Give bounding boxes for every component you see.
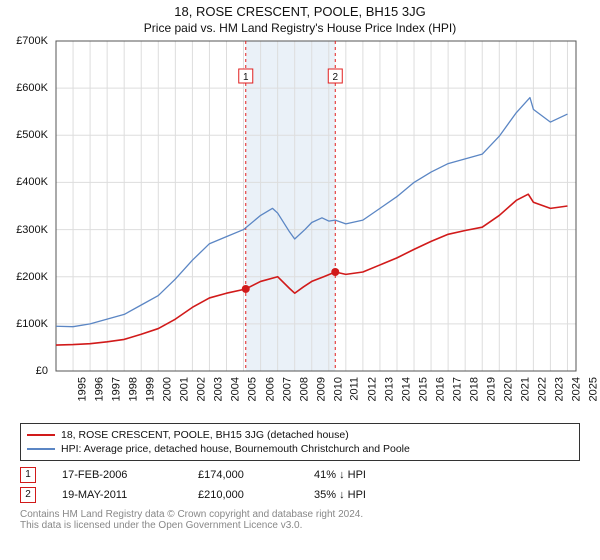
sale-price: £210,000 xyxy=(198,489,288,501)
x-tick-label: 2010 xyxy=(332,377,344,401)
legend-swatch xyxy=(27,448,55,450)
x-tick-label: 2000 xyxy=(162,377,174,401)
x-tick-label: 2008 xyxy=(298,377,310,401)
x-tick-label: 2022 xyxy=(537,377,549,401)
legend-label: 18, ROSE CRESCENT, POOLE, BH15 3JG (deta… xyxy=(61,429,349,441)
x-tick-label: 2021 xyxy=(520,377,532,401)
x-tick-label: 1997 xyxy=(111,377,123,401)
x-tick-label: 2024 xyxy=(571,377,583,401)
y-tick-label: £500K xyxy=(6,129,48,141)
x-tick-label: 2009 xyxy=(315,377,327,401)
y-tick-label: £200K xyxy=(6,271,48,283)
y-tick-label: £0 xyxy=(6,365,48,377)
x-tick-label: 2016 xyxy=(435,377,447,401)
x-tick-label: 2007 xyxy=(281,377,293,401)
x-tick-label: 1996 xyxy=(94,377,106,401)
x-tick-label: 2025 xyxy=(588,377,600,401)
svg-text:1: 1 xyxy=(243,72,249,83)
x-tick-label: 2023 xyxy=(554,377,566,401)
sale-date: 17-FEB-2006 xyxy=(62,469,172,481)
x-tick-label: 2006 xyxy=(264,377,276,401)
x-tick-label: 2001 xyxy=(179,377,191,401)
x-tick-label: 2019 xyxy=(486,377,498,401)
footer-line: This data is licensed under the Open Gov… xyxy=(20,520,580,531)
sales-table: 1 17-FEB-2006 £174,000 41% ↓ HPI 2 19-MAY-201… xyxy=(20,465,580,505)
chart-svg: 12 xyxy=(6,37,581,417)
sale-date: 19-MAY-2011 xyxy=(62,489,172,501)
footer: Contains HM Land Registry data © Crown c… xyxy=(20,509,580,531)
sale-marker: 2 xyxy=(20,487,36,503)
x-tick-label: 2003 xyxy=(213,377,225,401)
x-tick-label: 2018 xyxy=(469,377,481,401)
x-tick-label: 2002 xyxy=(196,377,208,401)
y-tick-label: £700K xyxy=(6,35,48,47)
x-tick-label: 2020 xyxy=(503,377,515,401)
x-tick-label: 2014 xyxy=(400,377,412,401)
x-tick-label: 1999 xyxy=(145,377,157,401)
chart: 12 £0£100K£200K£300K£400K£500K£600K£700K… xyxy=(6,37,581,417)
x-tick-label: 2004 xyxy=(230,377,242,401)
legend-label: HPI: Average price, detached house, Bour… xyxy=(61,443,410,455)
y-tick-label: £300K xyxy=(6,224,48,236)
y-tick-label: £600K xyxy=(6,82,48,94)
sale-price: £174,000 xyxy=(198,469,288,481)
x-tick-label: 2011 xyxy=(348,377,360,401)
y-tick-label: £400K xyxy=(6,176,48,188)
legend-swatch xyxy=(27,434,55,436)
y-tick-label: £100K xyxy=(6,318,48,330)
sale-delta: 41% ↓ HPI xyxy=(314,469,366,481)
x-tick-label: 2015 xyxy=(417,377,429,401)
footer-line: Contains HM Land Registry data © Crown c… xyxy=(20,509,580,520)
x-tick-label: 2013 xyxy=(383,377,395,401)
x-tick-label: 2017 xyxy=(452,377,464,401)
x-tick-label: 1995 xyxy=(76,377,88,401)
sale-delta: 35% ↓ HPI xyxy=(314,489,366,501)
page-title: 18, ROSE CRESCENT, POOLE, BH15 3JG xyxy=(0,0,600,19)
legend-row: HPI: Average price, detached house, Bour… xyxy=(27,442,573,456)
legend-row: 18, ROSE CRESCENT, POOLE, BH15 3JG (deta… xyxy=(27,428,573,442)
sale-row: 1 17-FEB-2006 £174,000 41% ↓ HPI xyxy=(20,465,580,485)
svg-text:2: 2 xyxy=(332,72,338,83)
page-subtitle: Price paid vs. HM Land Registry's House … xyxy=(0,19,600,37)
x-tick-label: 1998 xyxy=(128,377,140,401)
legend: 18, ROSE CRESCENT, POOLE, BH15 3JG (deta… xyxy=(20,423,580,461)
sale-row: 2 19-MAY-2011 £210,000 35% ↓ HPI xyxy=(20,485,580,505)
x-tick-label: 2005 xyxy=(247,377,259,401)
sale-marker: 1 xyxy=(20,467,36,483)
x-tick-label: 2012 xyxy=(366,377,378,401)
